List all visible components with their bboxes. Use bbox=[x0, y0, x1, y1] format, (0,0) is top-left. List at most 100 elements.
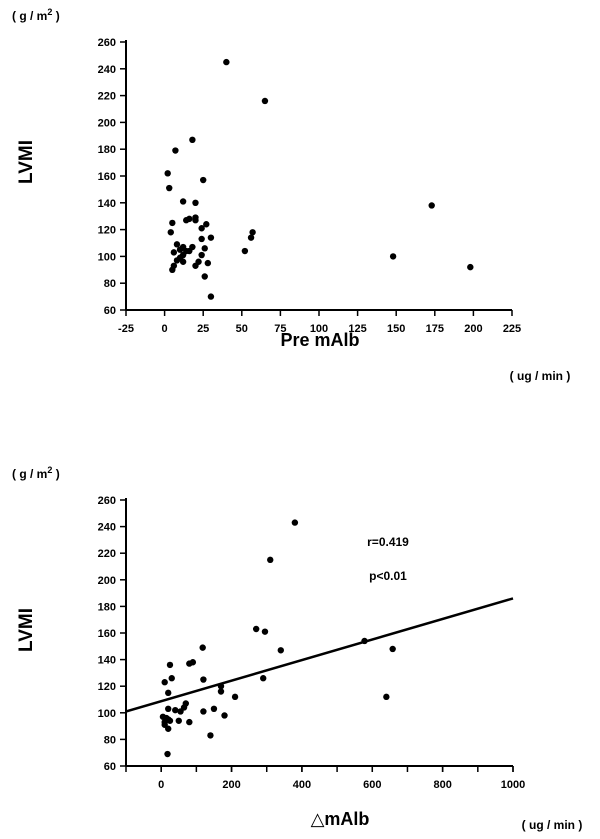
chart1-data-point bbox=[217, 688, 225, 695]
chart0-x-axis-title: Pre mAlb bbox=[280, 330, 359, 350]
chart1-y-tick-label: 240 bbox=[98, 522, 116, 534]
chart0-data-point bbox=[173, 241, 181, 248]
chart1-data-point bbox=[383, 693, 390, 701]
chart1-data-point bbox=[217, 683, 225, 690]
chart1-data-point bbox=[221, 712, 228, 719]
chart0-data-point bbox=[169, 219, 176, 227]
chart1-data-point bbox=[252, 625, 260, 633]
chart0-data-point bbox=[207, 234, 215, 241]
chart0-data-point bbox=[186, 247, 193, 255]
chart1-data-point bbox=[200, 708, 207, 715]
chart0-y-tick-label: 180 bbox=[98, 144, 116, 156]
chart1-data-point bbox=[177, 708, 184, 715]
chart0-x-tick-label: 150 bbox=[387, 323, 405, 335]
chart0-x-tick-label: 100 bbox=[310, 323, 328, 335]
chart0-data-point bbox=[241, 247, 249, 255]
chart0-data-point bbox=[389, 253, 397, 260]
chart0-x-tick-label: 125 bbox=[348, 323, 366, 335]
chart1-data-point bbox=[200, 676, 207, 683]
chart1-data-point bbox=[267, 556, 274, 564]
chart1-y-unit-label: ( g / m2 ) bbox=[12, 465, 60, 481]
chart1-data-point bbox=[165, 705, 172, 713]
chart1-data-point bbox=[165, 725, 172, 732]
chart0-y-tick-label: 160 bbox=[98, 171, 116, 183]
chart0-data-point bbox=[166, 184, 173, 192]
chart0-y-unit-part: ( g / m bbox=[12, 9, 47, 23]
chart1-x-tick-label: 1000 bbox=[501, 779, 525, 791]
chart1-y-unit-part: 2 bbox=[47, 465, 52, 475]
chart0-data-point bbox=[192, 199, 199, 206]
chart1-y-tick-label: 160 bbox=[98, 628, 116, 640]
chart0-data-point bbox=[192, 262, 199, 269]
chart1-y-tick-label: 120 bbox=[98, 681, 116, 693]
chart0-data-point bbox=[179, 198, 187, 205]
chart0-data-point bbox=[189, 136, 196, 144]
chart0-x-unit-label: ( ug / min ) bbox=[510, 369, 571, 383]
chart0-data-point bbox=[203, 221, 210, 228]
chart1-x-unit-label: ( ug / min ) bbox=[522, 818, 583, 832]
chart0-x-tick-label: 25 bbox=[197, 323, 209, 335]
chart1-data-point bbox=[189, 659, 197, 666]
chart0-data-point bbox=[172, 147, 179, 154]
chart0-data-point bbox=[247, 234, 255, 241]
chart0-data-point bbox=[428, 202, 435, 209]
chart1-data-point bbox=[175, 717, 182, 724]
chart0-data-point bbox=[183, 217, 190, 224]
chart1-y-axis-title: LVMI bbox=[16, 608, 37, 652]
chart-pre-malb: 60 80 100 120 140 160 180 200 220 240 260 -25 0 25 50 7… bbox=[12, 7, 570, 383]
chart0-x-tick-label: -25 bbox=[118, 323, 134, 335]
chart0-y-tick-label: 220 bbox=[98, 91, 116, 103]
chart0-y-tick-label: 80 bbox=[104, 278, 116, 290]
chart0-x-tick-label: 75 bbox=[274, 323, 286, 335]
chart0-x-tick-label: 0 bbox=[162, 323, 168, 335]
chart0-y-tick-label: 120 bbox=[98, 225, 116, 237]
chart1-y-tick-label: 220 bbox=[98, 548, 116, 560]
chart1-annotation: r=0.419 bbox=[367, 535, 409, 549]
chart1-data-point bbox=[291, 519, 299, 526]
chart0-data-point bbox=[249, 229, 256, 236]
chart1-data-point bbox=[199, 644, 206, 651]
chart0-data-point bbox=[200, 176, 207, 184]
chart1-data-point bbox=[260, 675, 267, 682]
chart1-y-tick-label: 200 bbox=[98, 575, 116, 587]
chart0-data-point bbox=[169, 266, 176, 273]
chart1-data-point bbox=[166, 717, 174, 724]
chart0-data-point bbox=[192, 217, 199, 224]
chart1-data-point bbox=[361, 637, 368, 645]
chart1-y-tick-label: 100 bbox=[98, 708, 116, 720]
chart1-data-point bbox=[168, 675, 175, 682]
chart1-x-tick-label: 600 bbox=[363, 779, 381, 791]
chart1-data-point bbox=[207, 732, 214, 739]
chart1-data-point bbox=[161, 679, 168, 686]
chart0-data-point bbox=[261, 97, 269, 105]
chart0-y-tick-label: 200 bbox=[98, 117, 116, 129]
chart0-data-point bbox=[201, 245, 208, 252]
chart1-y-unit-part: ) bbox=[52, 467, 59, 481]
chart0-x-tick-label: 225 bbox=[503, 323, 521, 335]
chart0-data-point bbox=[198, 235, 205, 243]
chart0-data-point bbox=[201, 273, 208, 280]
chart1-data-point bbox=[231, 693, 239, 701]
chart0-data-point bbox=[164, 170, 171, 177]
chart1-x-axis-title: △mAlb bbox=[311, 809, 370, 829]
chart0-y-unit-part: ) bbox=[52, 9, 59, 23]
chart0-y-tick-label: 60 bbox=[104, 305, 116, 317]
chart0-data-point bbox=[179, 258, 187, 265]
chart0-x-tick-label: 200 bbox=[464, 323, 482, 335]
chart0-data-point bbox=[223, 58, 230, 66]
chart1-data-point bbox=[261, 628, 269, 635]
chart1-data-point bbox=[210, 705, 218, 713]
chart0-y-axis-title: LVMI bbox=[16, 140, 37, 184]
chart1-y-tick-label: 60 bbox=[104, 761, 116, 773]
chart-delta-malb: 60 80 100 120 140 160 180 200 220 240 260 0 200 400 60… bbox=[12, 465, 582, 832]
chart0-data-point bbox=[176, 246, 184, 253]
chart0-x-tick-label: 50 bbox=[236, 323, 248, 335]
chart1-x-tick-label: 0 bbox=[158, 779, 164, 791]
chart0-y-unit-part: 2 bbox=[47, 7, 52, 17]
chart0-y-unit-label: ( g / m2 ) bbox=[12, 7, 60, 23]
chart1-data-point bbox=[389, 645, 396, 653]
chart1-regression-line bbox=[125, 597, 514, 713]
chart0-y-tick-label: 140 bbox=[98, 198, 116, 210]
chart1-x-tick-label: 400 bbox=[293, 779, 311, 791]
